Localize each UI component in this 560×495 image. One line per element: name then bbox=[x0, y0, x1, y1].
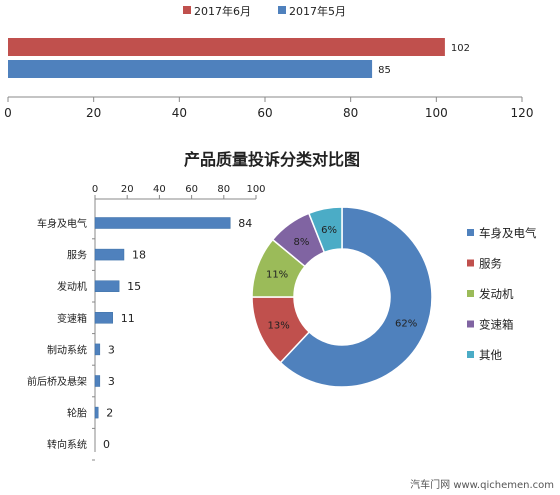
donut-slice bbox=[279, 206, 433, 388]
data-label: 85 bbox=[378, 65, 391, 76]
donut-slice bbox=[307, 206, 343, 254]
watermark: 汽车门网 www.qichemen.com bbox=[410, 480, 554, 491]
bar bbox=[94, 375, 101, 387]
legend-label: 发动机 bbox=[479, 287, 514, 301]
category-label: 前后桥及悬架 bbox=[27, 375, 87, 388]
chart-title: 产品质量投诉分类对比图 bbox=[184, 150, 360, 169]
bar bbox=[8, 38, 445, 56]
category-label: 制动系统 bbox=[47, 343, 87, 356]
data-label: 3 bbox=[108, 375, 115, 388]
data-label: 15 bbox=[127, 280, 141, 293]
x-tick-label: 120 bbox=[511, 106, 534, 120]
legend-label: 变速箱 bbox=[479, 318, 514, 332]
x-tick-label: 20 bbox=[86, 106, 101, 120]
legend-swatch bbox=[183, 6, 191, 14]
data-label: 102 bbox=[451, 43, 470, 54]
bar bbox=[8, 60, 373, 78]
data-label: 84 bbox=[238, 217, 252, 230]
category-label: 发动机 bbox=[57, 280, 87, 293]
bar bbox=[94, 248, 125, 261]
x-tick-label: 0 bbox=[4, 106, 12, 120]
category-label: 车身及电气 bbox=[37, 217, 87, 230]
legend-swatch bbox=[278, 6, 286, 14]
top-bar-chart: 2017年6月 2017年5月 102 85 0 20 40 60 80 100 120 bbox=[4, 4, 533, 120]
x-tick-label: 80 bbox=[343, 106, 358, 120]
bar bbox=[94, 312, 113, 324]
bar bbox=[94, 406, 99, 419]
legend-label: 车身及电气 bbox=[479, 226, 537, 240]
category-label: 转向系统 bbox=[47, 438, 87, 451]
data-label: 3 bbox=[108, 343, 115, 356]
legend-swatch bbox=[467, 259, 474, 267]
bar bbox=[94, 343, 101, 356]
x-tick-label: 40 bbox=[153, 184, 166, 195]
data-label: 18 bbox=[132, 249, 146, 262]
slice-label: 62% bbox=[395, 318, 417, 329]
x-tick-label: 40 bbox=[172, 106, 187, 120]
x-tick-label: 100 bbox=[246, 184, 265, 195]
category-label: 轮胎 bbox=[67, 407, 87, 420]
category-label: 服务 bbox=[67, 249, 87, 262]
category-label: 变速箱 bbox=[57, 312, 87, 325]
x-tick-label: 60 bbox=[257, 106, 272, 120]
slice-label: 8% bbox=[294, 237, 310, 248]
legend-label: 2017年5月 bbox=[289, 4, 346, 18]
data-label: 11 bbox=[121, 312, 135, 325]
bar bbox=[94, 217, 231, 229]
legend-swatch bbox=[467, 320, 474, 328]
slice-label: 6% bbox=[321, 225, 337, 236]
x-tick-label: 80 bbox=[217, 184, 230, 195]
legend-label: 2017年6月 bbox=[194, 4, 251, 18]
donut-chart: 62% 13% 11% 8% 6% bbox=[251, 206, 433, 388]
x-tick-label: 60 bbox=[185, 184, 198, 195]
x-tick-label: 20 bbox=[121, 184, 134, 195]
legend-swatch bbox=[467, 229, 474, 236]
legend-swatch bbox=[467, 290, 474, 297]
data-label: 2 bbox=[106, 407, 113, 420]
legend-swatch bbox=[467, 351, 474, 358]
bar bbox=[94, 280, 120, 292]
x-tick-label: 0 bbox=[92, 184, 98, 195]
legend-label: 其他 bbox=[479, 348, 502, 362]
data-label: 0 bbox=[103, 438, 110, 451]
legend-label: 服务 bbox=[479, 257, 502, 271]
slice-label: 11% bbox=[266, 270, 288, 281]
x-tick-label: 100 bbox=[425, 106, 448, 120]
slice-label: 13% bbox=[268, 320, 290, 331]
